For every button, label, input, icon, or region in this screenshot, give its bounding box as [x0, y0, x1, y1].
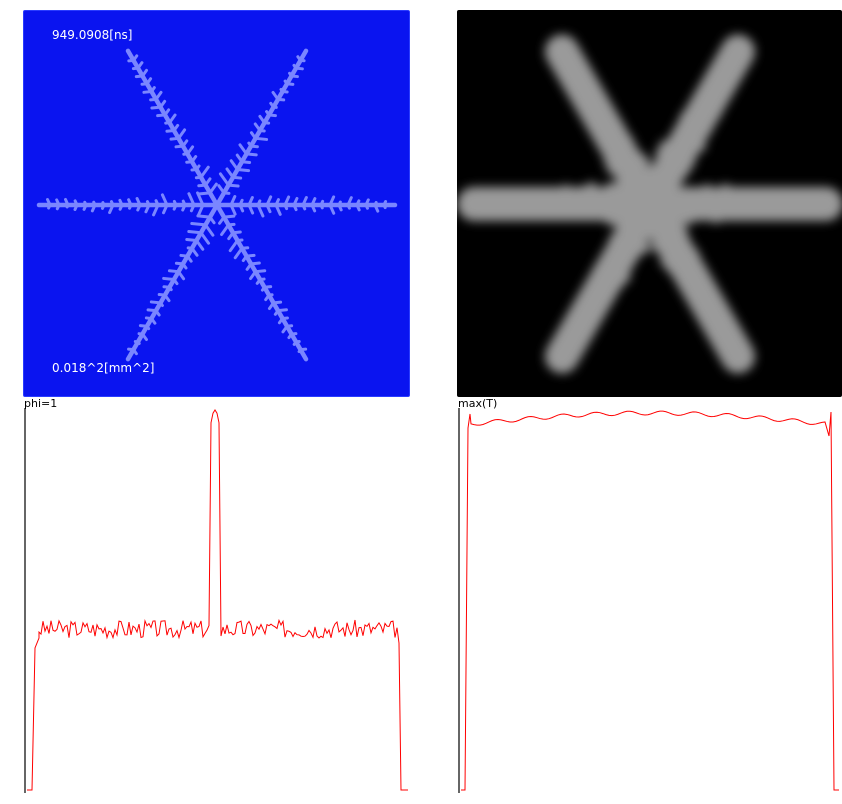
- crystal-arm: [214, 202, 309, 362]
- phi-plot-title: phi=1: [24, 397, 58, 410]
- crystal-arm: [633, 183, 842, 228]
- crystal-arm: [633, 34, 755, 221]
- temperature-view: [457, 10, 842, 397]
- crystal-arm: [125, 48, 220, 208]
- maxT-plot-title: max(T): [458, 397, 498, 410]
- crystal-arm: [214, 48, 309, 208]
- area-label: 0.018^2[mm^2]: [52, 361, 155, 375]
- crystal-arm: [545, 187, 667, 374]
- snowflake-phase-field: [36, 48, 398, 362]
- phi-profile-plot: phi=1: [22, 397, 414, 798]
- crystal-arm: [214, 195, 398, 218]
- crystal-arm: [633, 187, 755, 374]
- crystal-arm: [36, 191, 220, 217]
- maxT-profile-plot: max(T): [455, 397, 842, 798]
- time-label: 949.0908[ns]: [52, 28, 133, 42]
- crystal-arm: [125, 202, 220, 362]
- snowflake-temperature-field: [457, 34, 842, 374]
- maxT-profile-line: [461, 410, 839, 791]
- maxT-profile-chart: [458, 408, 839, 793]
- phase-field-view: 949.0908[ns] 0.018^2[mm^2]: [23, 10, 410, 397]
- phi-profile-chart: [24, 408, 408, 793]
- crystal-arm: [457, 180, 667, 229]
- phi-profile-line: [27, 409, 408, 791]
